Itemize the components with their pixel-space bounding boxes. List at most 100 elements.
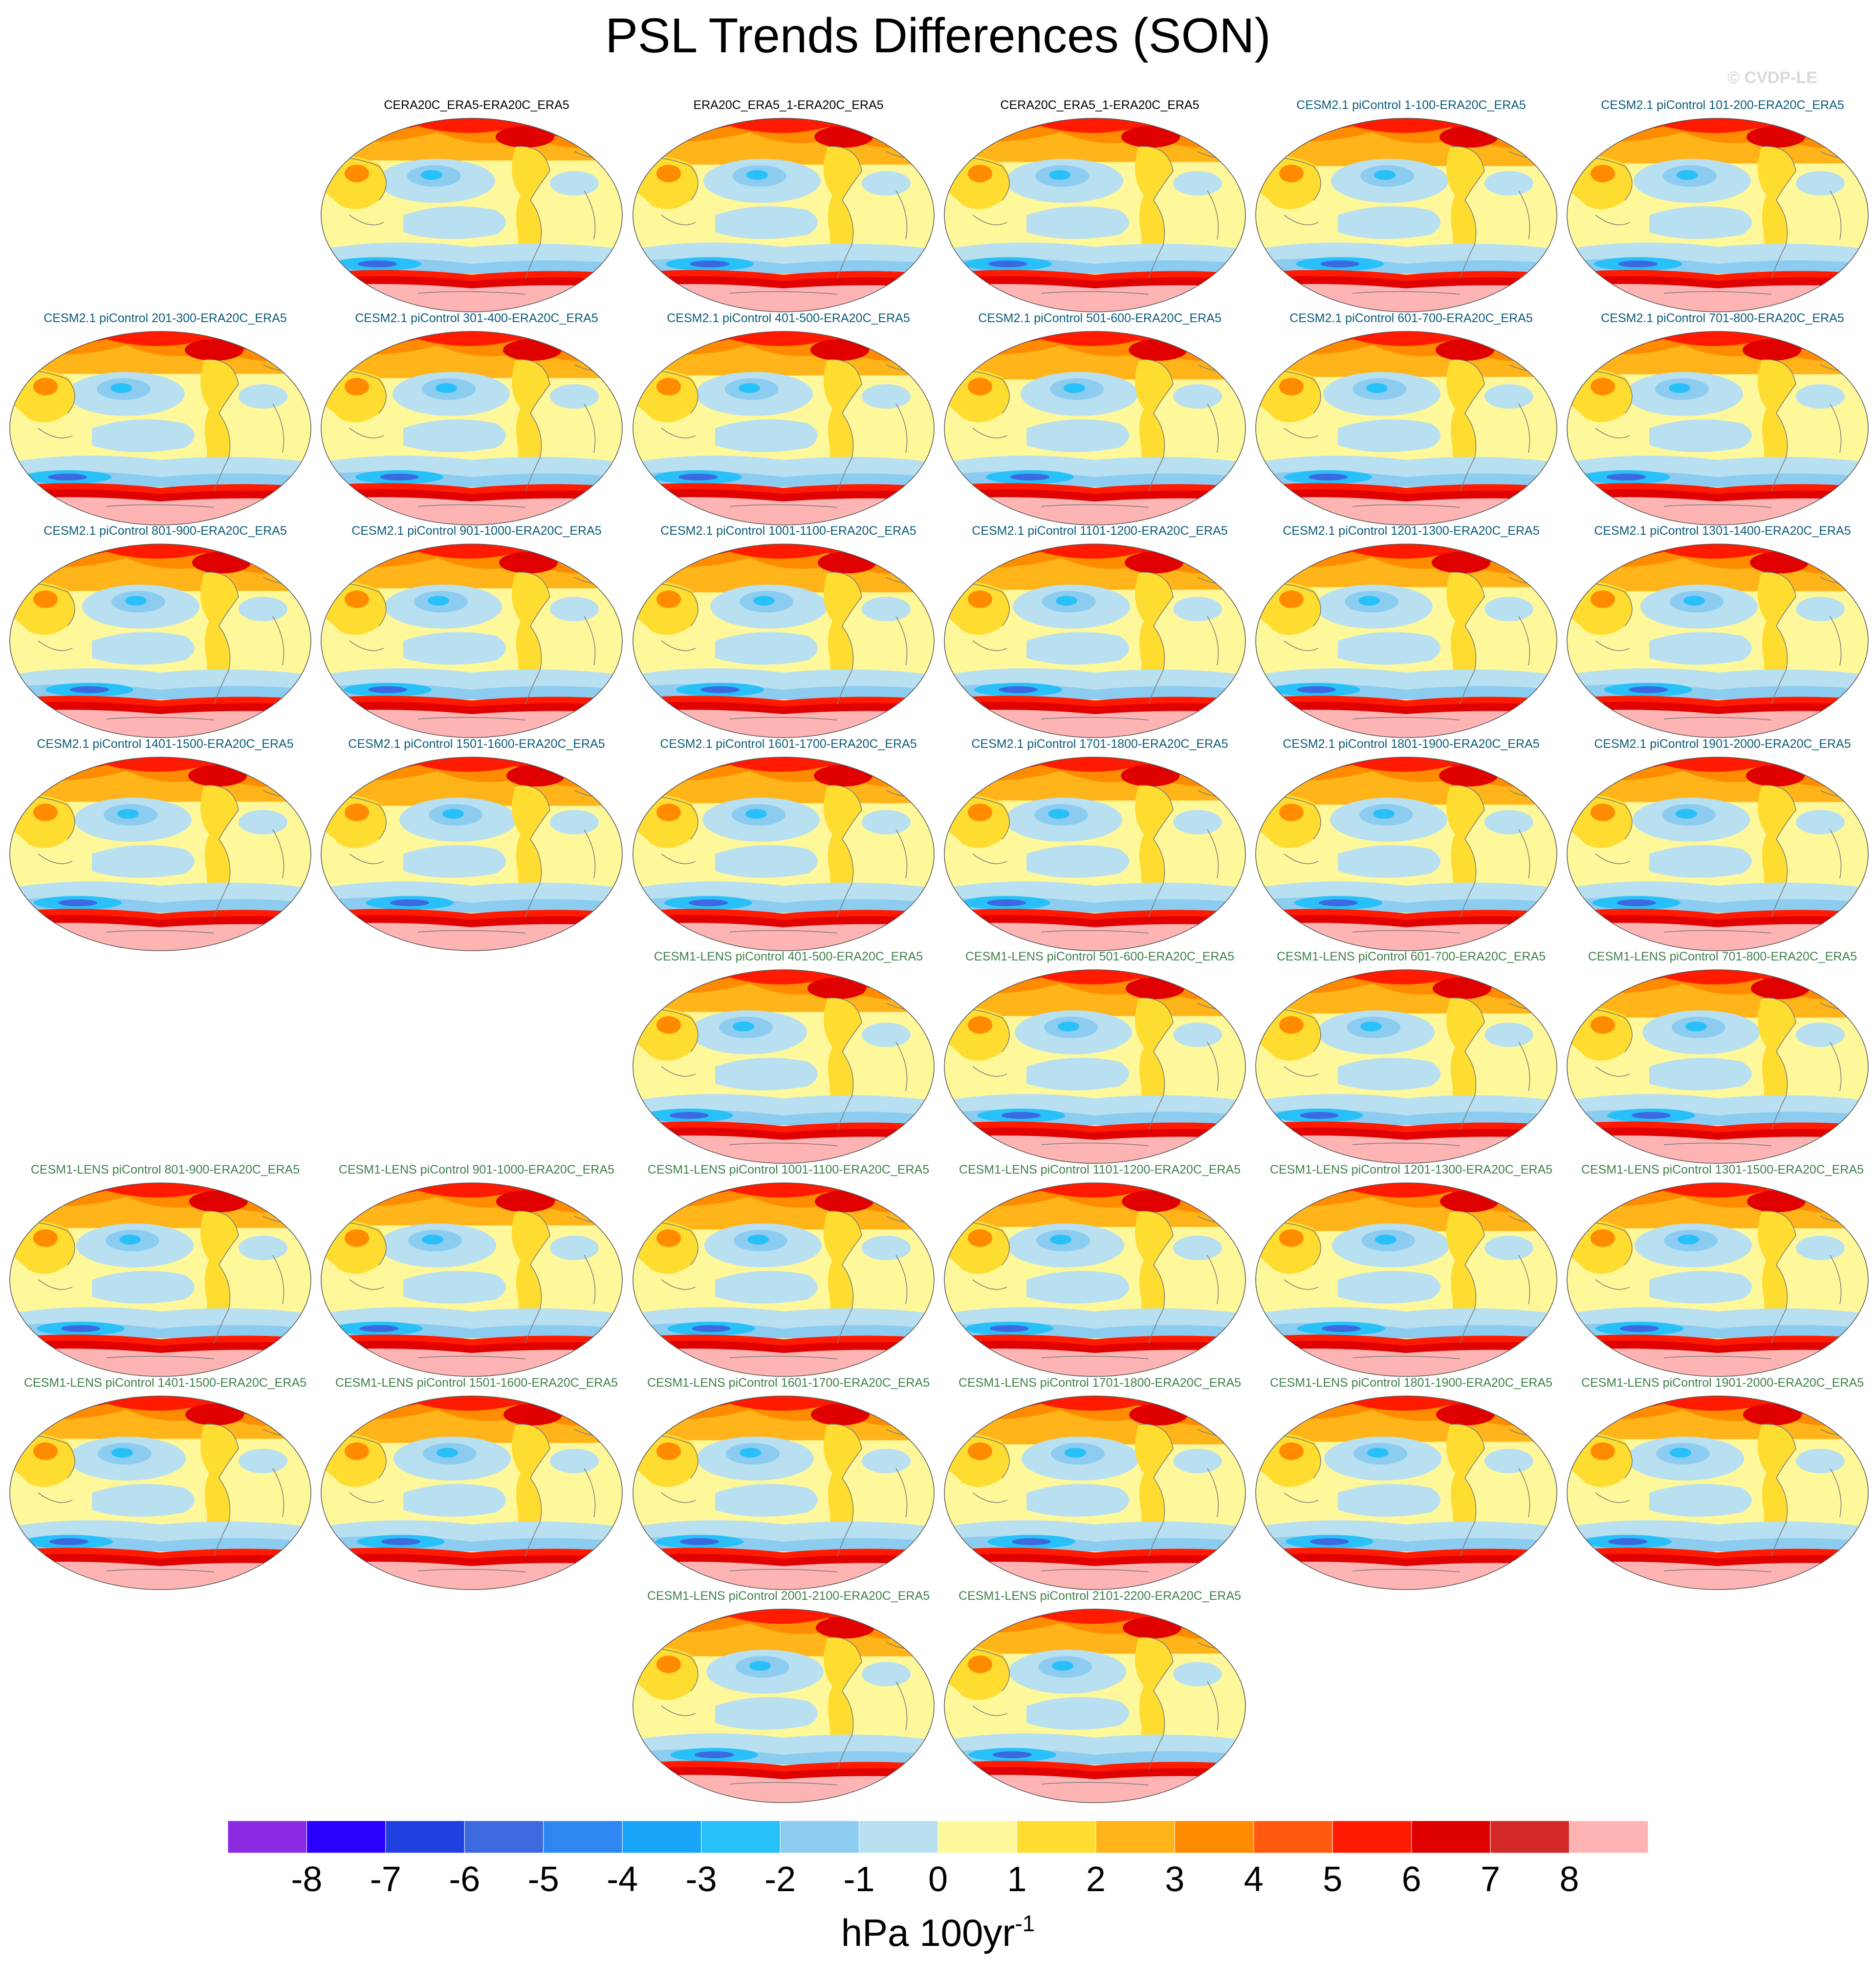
panel-title: CESM1-LENS piControl 1901-2000-ERA20C_ER… [1581, 1376, 1864, 1390]
units-exponent: -1 [1015, 1911, 1035, 1936]
colorbar-tick-label: -8 [291, 1860, 323, 1899]
colorbar-tick-label: 1 [1007, 1860, 1027, 1899]
panel-title: CESM2.1 piControl 501-600-ERA20C_ERA5 [978, 311, 1222, 325]
panel-title: CESM2.1 piControl 701-800-ERA20C_ERA5 [1601, 311, 1844, 325]
map-panel: CESM2.1 piControl 201-300-ERA20C_ERA5 [9, 311, 312, 526]
map-panel: CESM2.1 piControl 501-600-ERA20C_ERA5 [943, 311, 1246, 526]
page-title: PSL Trends Differences (SON) [605, 8, 1271, 63]
colorbar-tick-label: 8 [1559, 1860, 1579, 1899]
panel-title: CESM2.1 piControl 101-200-ERA20C_ERA5 [1601, 98, 1844, 112]
panel-title: CESM1-LENS piControl 1601-1700-ERA20C_ER… [647, 1376, 930, 1390]
map-panel: CESM1-LENS piControl 801-900-ERA20C_ERA5 [9, 1162, 312, 1377]
colorbar-labels: -8 -7 -6 -5 -4 -3 -2 -1 0 1 2 3 4 5 6 7 8 [0, 1857, 1876, 1901]
panel-title: CESM2.1 piControl 1701-1800-ERA20C_ERA5 [971, 737, 1228, 751]
colorbar-tick-label: 3 [1165, 1860, 1185, 1899]
map-panel: CESM2.1 piControl 901-1000-ERA20C_ERA5 [320, 523, 623, 739]
world-map [9, 1396, 311, 1590]
world-map [1567, 1396, 1869, 1590]
world-map [944, 757, 1246, 951]
panel-title: CESM2.1 piControl 1001-1100-ERA20C_ERA5 [660, 524, 916, 538]
world-map [633, 118, 935, 312]
panel-title: CESM1-LENS piControl 401-500-ERA20C_ERA5 [654, 950, 923, 963]
world-map [321, 757, 623, 951]
map-panel: CESM2.1 piControl 1-100-ERA20C_ERA5 [1255, 98, 1558, 313]
panel-title: CESM2.1 piControl 1301-1400-ERA20C_ERA5 [1594, 524, 1851, 538]
panel-title: CESM2.1 piControl 201-300-ERA20C_ERA5 [44, 311, 287, 325]
world-map [633, 1182, 935, 1377]
world-map [633, 331, 935, 525]
panel-title: CESM2.1 piControl 1501-1600-ERA20C_ERA5 [348, 737, 605, 751]
panel-title: CESM1-LENS piControl 1201-1300-ERA20C_ER… [1269, 1163, 1553, 1177]
colorbar-swatch [780, 1821, 860, 1853]
world-map [1255, 331, 1557, 525]
colorbar-swatch [622, 1821, 702, 1853]
map-panel: CESM2.1 piControl 1701-1800-ERA20C_ERA5 [943, 737, 1246, 952]
colorbar-swatch [543, 1821, 623, 1853]
colorbar-swatch [464, 1821, 544, 1853]
colorbar-swatch [938, 1821, 1017, 1853]
colorbar-swatch [1016, 1821, 1096, 1853]
map-panel: CESM2.1 piControl 1501-1600-ERA20C_ERA5 [320, 737, 623, 952]
map-panel: CESM1-LENS piControl 1401-1500-ERA20C_ER… [9, 1375, 312, 1591]
colorbar-swatch [1332, 1821, 1412, 1853]
colorbar-tick-label: 0 [928, 1860, 948, 1899]
colorbar-tick-label: 5 [1323, 1860, 1343, 1899]
map-panel: CERA20C_ERA5_1-ERA20C_ERA5 [943, 98, 1246, 313]
world-map [633, 544, 935, 738]
world-map [9, 1182, 311, 1377]
map-panel: CESM1-LENS piControl 2101-2200-ERA20C_ER… [943, 1589, 1246, 1804]
map-panel: CESM1-LENS piControl 1801-1900-ERA20C_ER… [1255, 1375, 1558, 1591]
map-panel: CESM2.1 piControl 1301-1400-ERA20C_ERA5 [1566, 523, 1869, 739]
map-panel: CESM2.1 piControl 101-200-ERA20C_ERA5 [1566, 98, 1869, 313]
map-panel: CESM1-LENS piControl 501-600-ERA20C_ERA5 [943, 949, 1246, 1164]
map-panel: ERA20C_ERA5_1-ERA20C_ERA5 [632, 98, 935, 313]
panel-title: CERA20C_ERA5_1-ERA20C_ERA5 [1000, 98, 1200, 112]
panel-title: CESM1-LENS piControl 2101-2200-ERA20C_ER… [958, 1589, 1242, 1603]
colorbar-tick-label: -5 [527, 1860, 559, 1899]
world-map [944, 1182, 1246, 1377]
world-map [944, 118, 1246, 312]
world-map [9, 757, 311, 951]
colorbar-tick-label: -1 [843, 1860, 875, 1899]
colorbar-tick-label: -7 [370, 1860, 401, 1899]
colorbar-swatch [1569, 1821, 1648, 1853]
watermark: © CVDP-LE [1727, 68, 1817, 87]
panel-title: CESM2.1 piControl 1201-1300-ERA20C_ERA5 [1283, 524, 1540, 538]
panel-title: CESM1-LENS piControl 901-1000-ERA20C_ERA… [338, 1163, 615, 1177]
world-map [1255, 118, 1557, 312]
world-map [944, 1609, 1246, 1803]
world-map [321, 1182, 623, 1377]
world-map [1567, 1182, 1869, 1377]
colorbar-swatch [859, 1821, 938, 1853]
map-panel: CESM2.1 piControl 701-800-ERA20C_ERA5 [1566, 311, 1869, 526]
panel-title: CESM1-LENS piControl 1301-1500-ERA20C_ER… [1581, 1163, 1864, 1177]
panel-title: CESM1-LENS piControl 1401-1500-ERA20C_ER… [23, 1376, 307, 1390]
world-map [633, 1609, 935, 1803]
world-map [1567, 757, 1869, 951]
panel-title: CESM1-LENS piControl 1101-1200-ERA20C_ER… [959, 1163, 1241, 1177]
map-panel: CESM2.1 piControl 301-400-ERA20C_ERA5 [320, 311, 623, 526]
world-map [1567, 544, 1869, 738]
panel-title: CESM1-LENS piControl 1001-1100-ERA20C_ER… [647, 1163, 930, 1177]
panel-title: CESM2.1 piControl 1601-1700-ERA20C_ERA5 [660, 737, 917, 751]
panel-title: CESM1-LENS piControl 701-800-ERA20C_ERA5 [1588, 950, 1857, 963]
map-panel: CESM2.1 piControl 1901-2000-ERA20C_ERA5 [1566, 737, 1869, 952]
panel-title: CESM2.1 piControl 901-1000-ERA20C_ERA5 [351, 524, 602, 538]
panel-title: CESM2.1 piControl 1-100-ERA20C_ERA5 [1296, 98, 1526, 112]
units-text: hPa 100yr [841, 1911, 1015, 1954]
world-map [321, 1396, 623, 1590]
colorbar-tick-label: -4 [607, 1860, 638, 1899]
map-panel: CESM1-LENS piControl 901-1000-ERA20C_ERA… [320, 1162, 623, 1377]
map-panel: CESM2.1 piControl 401-500-ERA20C_ERA5 [632, 311, 935, 526]
colorbar-tick-label: 6 [1401, 1860, 1421, 1899]
world-map [1255, 969, 1557, 1164]
panel-title: CESM1-LENS piControl 601-700-ERA20C_ERA5 [1276, 950, 1546, 963]
map-panel: CESM1-LENS piControl 2001-2100-ERA20C_ER… [632, 1589, 935, 1804]
world-map [633, 757, 935, 951]
panel-title: CESM2.1 piControl 1801-1900-ERA20C_ERA5 [1283, 737, 1540, 751]
panel-title: CESM2.1 piControl 1101-1200-ERA20C_ERA5 [972, 524, 1228, 538]
colorbar-swatch [1490, 1821, 1570, 1853]
world-map [321, 118, 623, 312]
colorbar-swatch [1095, 1821, 1175, 1853]
map-panel: CESM1-LENS piControl 1701-1800-ERA20C_ER… [943, 1375, 1246, 1591]
